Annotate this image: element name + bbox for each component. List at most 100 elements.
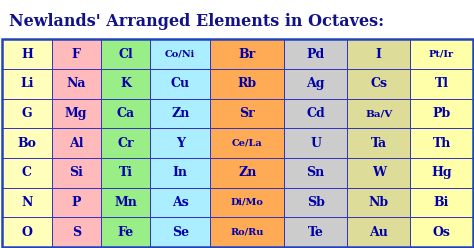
Bar [52, 99, 101, 128]
Text: Ba/V: Ba/V [365, 109, 392, 118]
Text: Hg: Hg [431, 166, 452, 179]
Bar [410, 69, 473, 99]
Bar [410, 158, 473, 188]
Bar [150, 217, 210, 247]
Text: U: U [310, 137, 321, 150]
Bar [284, 188, 347, 217]
Bar [2, 188, 52, 217]
Bar [210, 188, 284, 217]
Bar [410, 128, 473, 158]
Text: Zn: Zn [238, 166, 256, 179]
Text: Sb: Sb [307, 196, 325, 209]
Bar [101, 39, 150, 69]
Bar [410, 99, 473, 128]
Bar [52, 158, 101, 188]
Text: Bi: Bi [434, 196, 449, 209]
Text: Bo: Bo [18, 137, 36, 150]
Text: Te: Te [308, 226, 324, 239]
Bar [2, 69, 52, 99]
Bar [150, 128, 210, 158]
Text: In: In [173, 166, 188, 179]
Text: Na: Na [66, 77, 86, 91]
Text: Mn: Mn [114, 196, 137, 209]
Bar [2, 99, 52, 128]
Bar [150, 188, 210, 217]
Text: N: N [21, 196, 33, 209]
Text: G: G [22, 107, 32, 120]
Bar [347, 39, 410, 69]
Text: Al: Al [69, 137, 83, 150]
Text: Ta: Ta [371, 137, 387, 150]
Text: C: C [22, 166, 32, 179]
Text: Y: Y [176, 137, 185, 150]
Bar [284, 158, 347, 188]
Bar [210, 158, 284, 188]
Text: Th: Th [432, 137, 451, 150]
Text: Newlands' Arranged Elements in Octaves:: Newlands' Arranged Elements in Octaves: [9, 13, 384, 30]
Bar [210, 217, 284, 247]
Text: Ag: Ag [307, 77, 325, 91]
Text: Pd: Pd [307, 48, 325, 61]
Text: Cu: Cu [171, 77, 190, 91]
Text: Au: Au [369, 226, 388, 239]
Text: Cs: Cs [370, 77, 387, 91]
Bar [210, 39, 284, 69]
Text: Fe: Fe [118, 226, 134, 239]
Bar [347, 188, 410, 217]
Bar [347, 69, 410, 99]
Bar [52, 39, 101, 69]
Bar [2, 39, 52, 69]
Text: Ro/Ru: Ro/Ru [231, 228, 264, 237]
Text: Pt/Ir: Pt/Ir [429, 50, 454, 59]
Bar [284, 39, 347, 69]
Text: Co/Ni: Co/Ni [165, 50, 195, 59]
Bar [101, 158, 150, 188]
Bar [2, 128, 52, 158]
Bar [410, 217, 473, 247]
Text: P: P [72, 196, 81, 209]
Text: Si: Si [69, 166, 83, 179]
Bar [2, 158, 52, 188]
Text: As: As [172, 196, 189, 209]
Bar [210, 128, 284, 158]
Bar [150, 69, 210, 99]
Text: Rb: Rb [238, 77, 257, 91]
Text: Sn: Sn [307, 166, 325, 179]
Text: K: K [120, 77, 131, 91]
Text: Sr: Sr [239, 107, 255, 120]
Text: Zn: Zn [171, 107, 190, 120]
Bar [284, 217, 347, 247]
Text: Ti: Ti [118, 166, 133, 179]
Bar [2, 217, 52, 247]
Bar [52, 128, 101, 158]
Text: Cd: Cd [306, 107, 325, 120]
Text: Pb: Pb [432, 107, 451, 120]
Text: O: O [21, 226, 32, 239]
Text: H: H [21, 48, 33, 61]
Bar [52, 188, 101, 217]
Text: I: I [376, 48, 382, 61]
Bar [52, 217, 101, 247]
Text: Mg: Mg [65, 107, 88, 120]
Bar [410, 188, 473, 217]
Bar [101, 69, 150, 99]
Text: Ca: Ca [117, 107, 135, 120]
Bar [347, 158, 410, 188]
Bar [150, 158, 210, 188]
Text: Tl: Tl [435, 77, 448, 91]
Bar [101, 128, 150, 158]
Bar [284, 128, 347, 158]
Bar [101, 217, 150, 247]
Bar [410, 39, 473, 69]
Bar [347, 99, 410, 128]
Text: Se: Se [172, 226, 189, 239]
Bar [284, 99, 347, 128]
Text: F: F [72, 48, 81, 61]
Bar [101, 188, 150, 217]
Text: Os: Os [433, 226, 450, 239]
Text: Br: Br [239, 48, 256, 61]
Bar [210, 69, 284, 99]
Text: Cr: Cr [117, 137, 134, 150]
Bar [150, 39, 210, 69]
Bar [101, 99, 150, 128]
